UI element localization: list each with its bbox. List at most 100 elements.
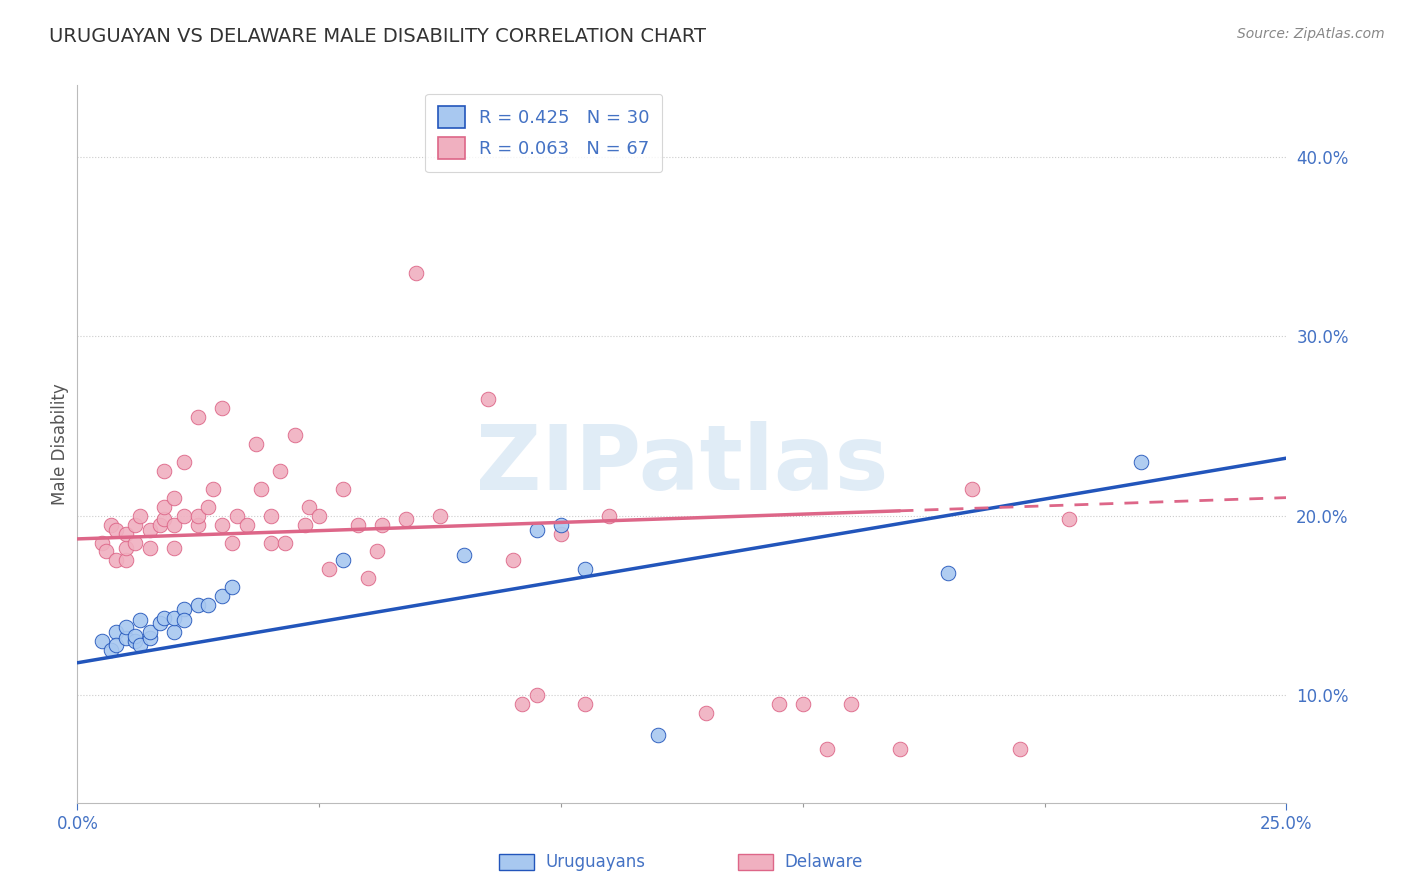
Point [274,535,297,549]
Point [129,638,152,652]
Point [114,553,136,567]
Point [298,500,321,514]
Point [211,517,233,532]
Point [526,688,548,702]
Point [163,517,186,532]
Point [839,697,862,711]
Point [114,620,136,634]
Text: URUGUAYAN VS DELAWARE MALE DISABILITY CORRELATION CHART: URUGUAYAN VS DELAWARE MALE DISABILITY CO… [49,27,706,45]
Point [105,638,128,652]
Point [221,535,243,549]
Point [598,508,620,523]
Point [197,500,219,514]
Point [294,517,316,532]
Point [173,508,195,523]
Point [889,742,911,756]
Point [1010,742,1032,756]
Point [550,517,572,532]
Legend: R = 0.425   N = 30, R = 0.063   N = 67: R = 0.425 N = 30, R = 0.063 N = 67 [425,94,662,172]
Point [139,625,162,640]
Point [768,697,790,711]
Point [201,482,224,496]
Point [139,523,162,537]
Point [163,625,186,640]
Point [129,613,152,627]
Point [139,541,162,555]
Point [269,464,291,478]
Point [250,482,273,496]
Point [129,508,152,523]
Point [245,437,267,451]
Point [371,517,394,532]
Point [100,643,122,657]
Point [211,590,233,604]
Point [429,508,451,523]
Point [105,523,128,537]
Point [347,517,370,532]
Point [226,508,249,523]
Point [695,706,717,720]
Point [366,544,388,558]
Point [1130,455,1153,469]
Point [187,409,209,424]
Point [187,508,209,523]
Point [105,553,128,567]
Point [197,599,219,613]
Point [260,508,283,523]
Point [260,535,283,549]
Text: ZIPatlas: ZIPatlas [475,421,889,509]
Y-axis label: Male Disability: Male Disability [51,383,69,505]
Point [124,517,146,532]
Point [173,602,195,616]
Point [395,512,418,526]
Point [235,517,257,532]
Point [318,562,340,576]
Point [815,742,838,756]
Point [153,611,176,625]
Point [356,571,378,585]
Point [163,541,186,555]
Point [477,392,499,406]
Point [96,544,118,558]
Point [550,526,572,541]
Point [510,697,533,711]
Point [221,581,243,595]
Point [211,401,233,415]
Point [153,464,176,478]
Point [114,541,136,555]
Point [173,613,195,627]
Point [308,508,330,523]
Point [173,455,195,469]
Point [148,517,170,532]
Point [124,629,146,643]
Point [453,548,475,562]
Point [153,512,176,526]
Point [526,523,548,537]
Point [163,611,186,625]
Point [148,616,170,631]
Point [1057,512,1080,526]
Point [124,535,146,549]
Point [405,266,427,280]
Point [114,526,136,541]
Point [284,427,307,442]
Point [647,728,669,742]
Point [792,697,814,711]
Point [574,697,596,711]
Point [332,553,354,567]
Point [100,517,122,532]
Point [114,631,136,645]
Text: Delaware: Delaware [785,853,863,871]
Point [960,482,983,496]
Point [187,517,209,532]
Point [163,491,186,505]
Point [502,553,524,567]
Point [124,634,146,648]
Point [332,482,354,496]
Point [153,500,176,514]
Point [105,625,128,640]
Point [90,535,112,549]
Text: Source: ZipAtlas.com: Source: ZipAtlas.com [1237,27,1385,41]
Point [139,631,162,645]
Text: Uruguayans: Uruguayans [546,853,645,871]
